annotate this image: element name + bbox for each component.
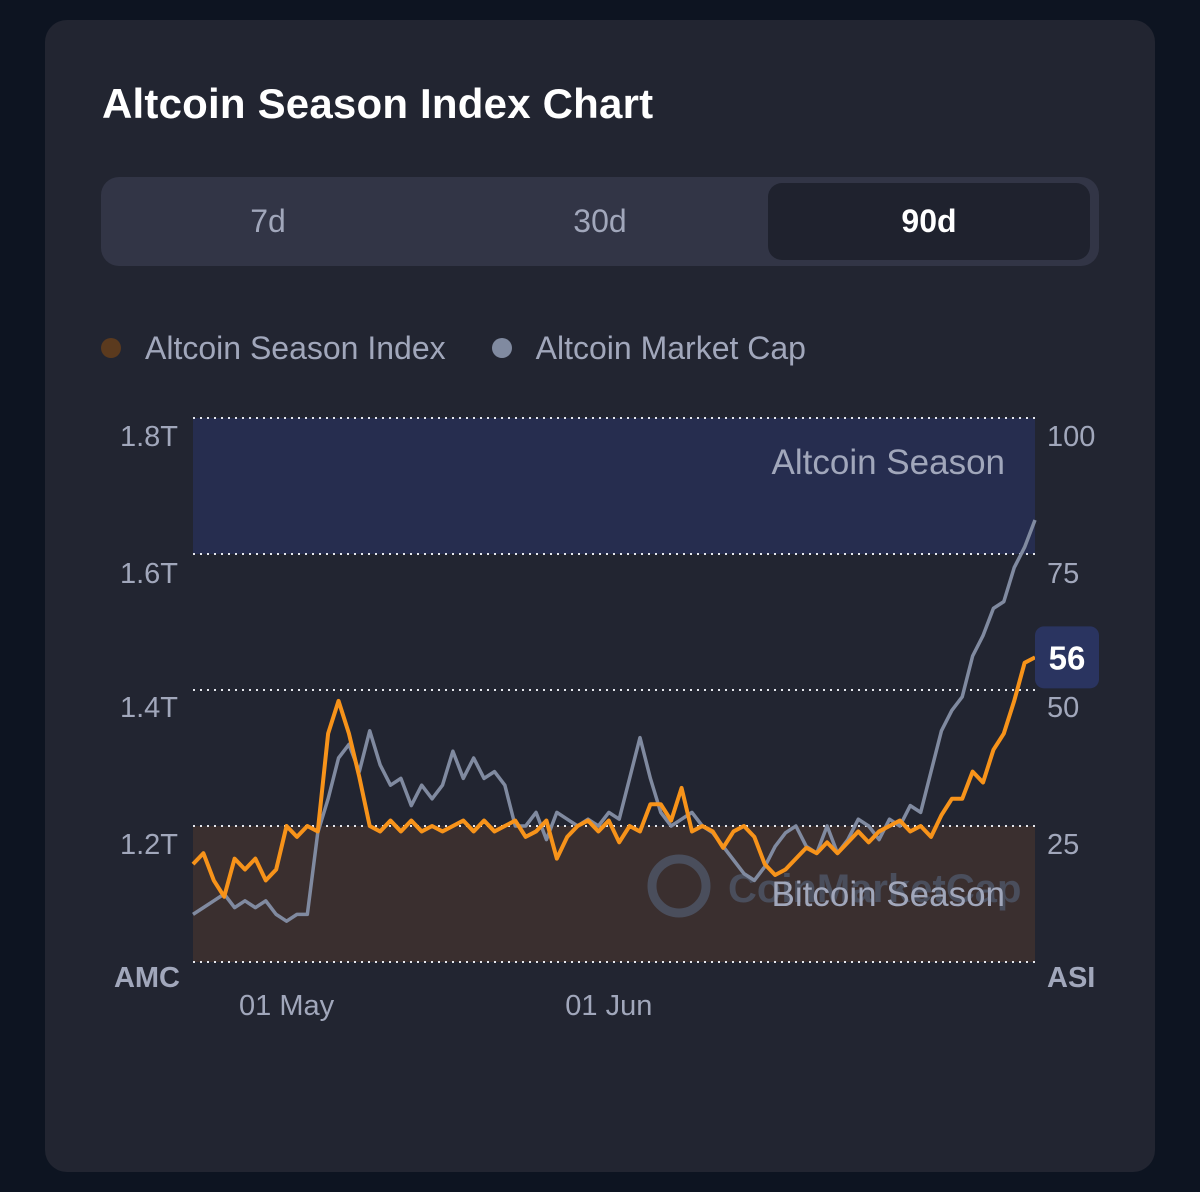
series-line-season-index — [191, 655, 1036, 899]
right-tick-label-1: 75 — [1047, 558, 1079, 590]
watermark-logo-icon — [647, 854, 711, 918]
tab-90d[interactable]: 90d — [768, 183, 1090, 260]
left-tick-label-3: 1.2T — [120, 829, 178, 861]
zone-band-1 — [193, 826, 1035, 962]
legend-label-market-cap: Altcoin Market Cap — [535, 329, 806, 366]
current-value-badge — [1035, 626, 1099, 689]
left-tick-label-2: 1.4T — [120, 692, 178, 724]
right-axis-title: ASI — [1047, 962, 1095, 994]
legend-label-season-index: Altcoin Season Index — [145, 329, 446, 366]
tab-7d[interactable]: 7d — [250, 203, 286, 239]
x-tick-label-1: 01 Jun — [565, 990, 652, 1022]
left-tick-label-1: 1.6T — [120, 558, 178, 590]
left-tick-label-0: 1.8T — [120, 421, 178, 453]
right-tick-label-0: 100 — [1047, 421, 1095, 453]
chart-legend: Altcoin Season Index Altcoin Market Cap — [101, 326, 852, 370]
legend-item-season-index[interactable]: Altcoin Season Index — [101, 330, 446, 367]
zone-band-0 — [193, 418, 1035, 554]
x-tick-label-0: 01 May — [239, 990, 335, 1022]
legend-dot-season-index — [101, 338, 121, 358]
zone-label-0: Altcoin Season — [772, 443, 1005, 482]
current-value-text: 56 — [1049, 639, 1086, 676]
legend-dot-market-cap — [491, 338, 512, 358]
zone-label-1: Bitcoin Season — [772, 875, 1005, 914]
timeframe-tabs: 7d 30d 90d — [101, 177, 1099, 266]
tab-30d[interactable]: 30d — [573, 203, 627, 239]
right-tick-label-3: 25 — [1047, 829, 1079, 861]
legend-item-market-cap[interactable]: Altcoin Market Cap — [491, 329, 806, 367]
left-axis-title: AMC — [114, 962, 180, 994]
chart-title: Altcoin Season Index Chart — [102, 80, 654, 127]
right-tick-label-2: 50 — [1047, 692, 1079, 724]
